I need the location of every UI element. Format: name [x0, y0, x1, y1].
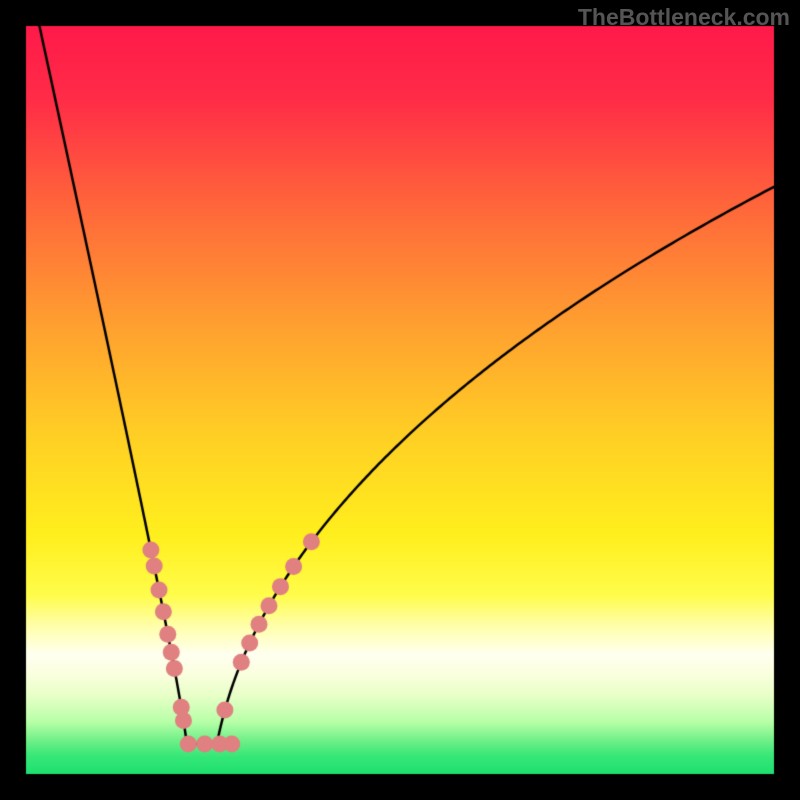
watermark-label: TheBottleneck.com [578, 4, 790, 31]
bottleneck-curve-chart [0, 0, 800, 800]
